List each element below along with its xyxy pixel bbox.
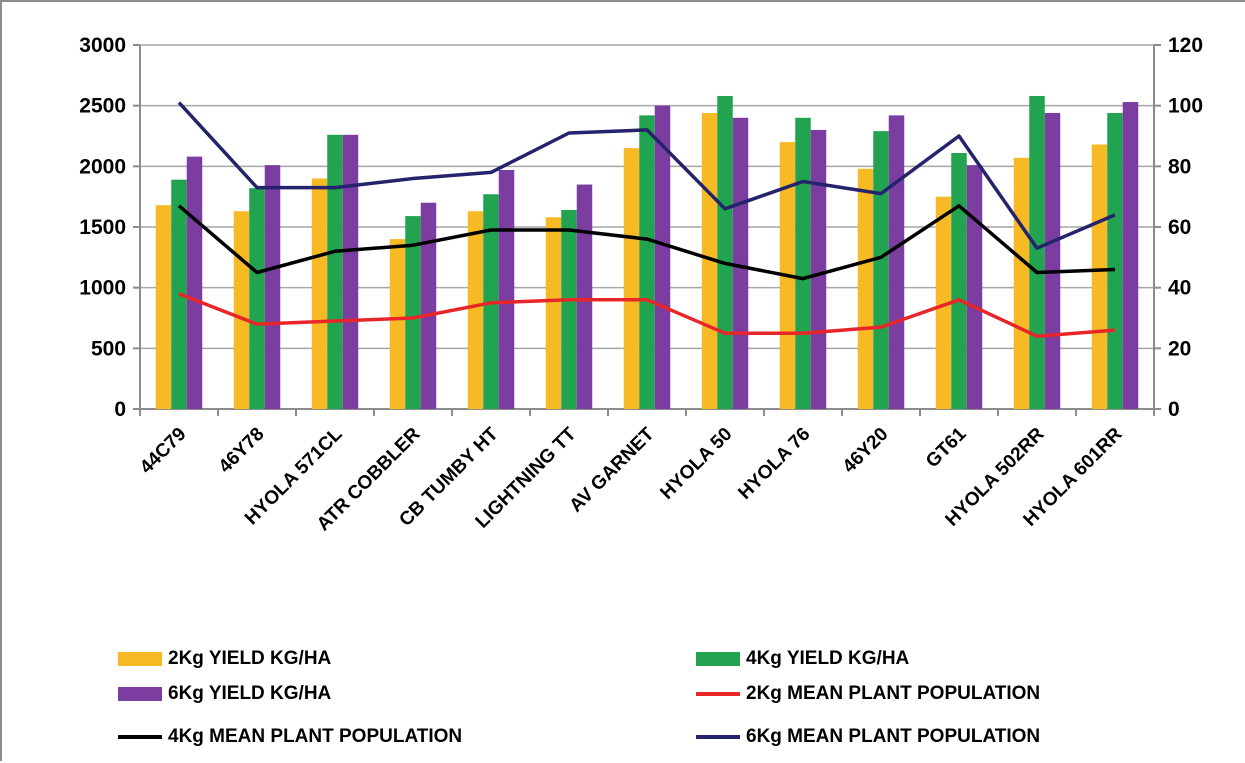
legend-swatch bbox=[118, 687, 162, 701]
x-category-label: AV GARNET bbox=[566, 423, 659, 516]
bar-3 bbox=[1044, 112, 1061, 410]
bar-3 bbox=[576, 184, 593, 409]
bar-2 bbox=[717, 95, 733, 410]
bar-1 bbox=[545, 217, 562, 409]
legend-swatch bbox=[696, 652, 740, 666]
legend-label: 4Kg MEAN PLANT POPULATION bbox=[168, 726, 463, 747]
bar-2 bbox=[795, 117, 811, 410]
bar-3 bbox=[498, 169, 515, 409]
series-line-1 bbox=[178, 292, 1116, 338]
y-right-tick-label: 120 bbox=[1168, 34, 1203, 57]
bar-3 bbox=[810, 129, 827, 409]
x-category-label: 46Y20 bbox=[839, 424, 893, 478]
legend-label: 6Kg MEAN PLANT POPULATION bbox=[746, 726, 1041, 747]
legend-item-2kg-yield: 2Kg YIELD KG/HA bbox=[118, 647, 331, 671]
bar-1 bbox=[623, 148, 640, 409]
legend-item-2kg-population: 2Kg MEAN PLANT POPULATION bbox=[696, 682, 1040, 706]
bar-3 bbox=[264, 165, 281, 409]
x-category-label: 46Y78 bbox=[215, 424, 269, 478]
y-left-tick-label: 0 bbox=[114, 398, 126, 421]
bar-1 bbox=[233, 211, 250, 409]
bar-2 bbox=[561, 210, 577, 409]
legend-label: 2Kg MEAN PLANT POPULATION bbox=[746, 683, 1041, 704]
y-right-tick-label: 40 bbox=[1168, 277, 1191, 300]
legend-swatch bbox=[696, 735, 740, 739]
legend-item-4kg-yield: 4Kg YIELD KG/HA bbox=[696, 647, 909, 671]
x-category-label: HYOLA 76 bbox=[734, 424, 814, 504]
legend-label: 6Kg YIELD KG/HA bbox=[168, 683, 332, 704]
legend-item-6kg-population: 6Kg MEAN PLANT POPULATION bbox=[696, 725, 1040, 749]
legend-label: 2Kg YIELD KG/HA bbox=[168, 648, 332, 669]
bar-1 bbox=[1013, 157, 1030, 409]
x-category-label: 44C79 bbox=[136, 424, 190, 478]
bar-3 bbox=[342, 134, 359, 409]
bar-3 bbox=[1122, 102, 1139, 409]
series-line-2 bbox=[177, 204, 1116, 281]
bar-3 bbox=[186, 156, 203, 409]
bar-2 bbox=[327, 134, 343, 409]
bar-2 bbox=[1107, 112, 1123, 410]
legend-swatch bbox=[118, 652, 162, 666]
legend-item-6kg-yield: 6Kg YIELD KG/HA bbox=[118, 682, 331, 706]
legend-swatch bbox=[696, 692, 740, 696]
bar-2 bbox=[639, 115, 655, 409]
bar-1 bbox=[155, 205, 172, 409]
bar-3 bbox=[654, 105, 671, 410]
y-right-tick-label: 0 bbox=[1168, 398, 1180, 421]
y-left-tick-label: 1500 bbox=[79, 216, 126, 239]
y-left-tick-label: 500 bbox=[91, 337, 126, 360]
bar-3 bbox=[732, 117, 749, 410]
y-right-tick-label: 60 bbox=[1168, 216, 1191, 239]
y-left-tick-label: 1000 bbox=[79, 277, 126, 300]
x-category-label: HYOLA 50 bbox=[656, 424, 736, 504]
y-left-tick-label: 2500 bbox=[79, 95, 126, 118]
y-right-tick-label: 100 bbox=[1168, 95, 1203, 118]
y-right-tick-label: 80 bbox=[1168, 155, 1191, 178]
bar-3 bbox=[966, 165, 983, 409]
bar-2 bbox=[873, 131, 889, 409]
legend-item-4kg-population: 4Kg MEAN PLANT POPULATION bbox=[118, 725, 462, 749]
x-category-label: GT61 bbox=[922, 423, 971, 472]
legend-swatch bbox=[118, 735, 162, 739]
bar-2 bbox=[1029, 95, 1045, 410]
y-left-tick-label: 3000 bbox=[79, 34, 126, 57]
bar-1 bbox=[935, 196, 952, 409]
legend-label: 4Kg YIELD KG/HA bbox=[746, 648, 910, 669]
bar-3 bbox=[888, 115, 905, 409]
series-line-3 bbox=[177, 101, 1116, 250]
y-right-tick-label: 20 bbox=[1168, 337, 1191, 360]
y-left-tick-label: 2000 bbox=[79, 155, 126, 178]
bar-2 bbox=[249, 188, 265, 409]
bar-1 bbox=[389, 239, 406, 409]
bar-1 bbox=[857, 168, 874, 409]
bar-1 bbox=[467, 211, 484, 409]
bar-2 bbox=[405, 216, 421, 409]
bar-3 bbox=[420, 202, 437, 409]
bar-1 bbox=[1091, 144, 1108, 409]
bar-2 bbox=[951, 152, 967, 409]
bar-1 bbox=[311, 178, 328, 409]
